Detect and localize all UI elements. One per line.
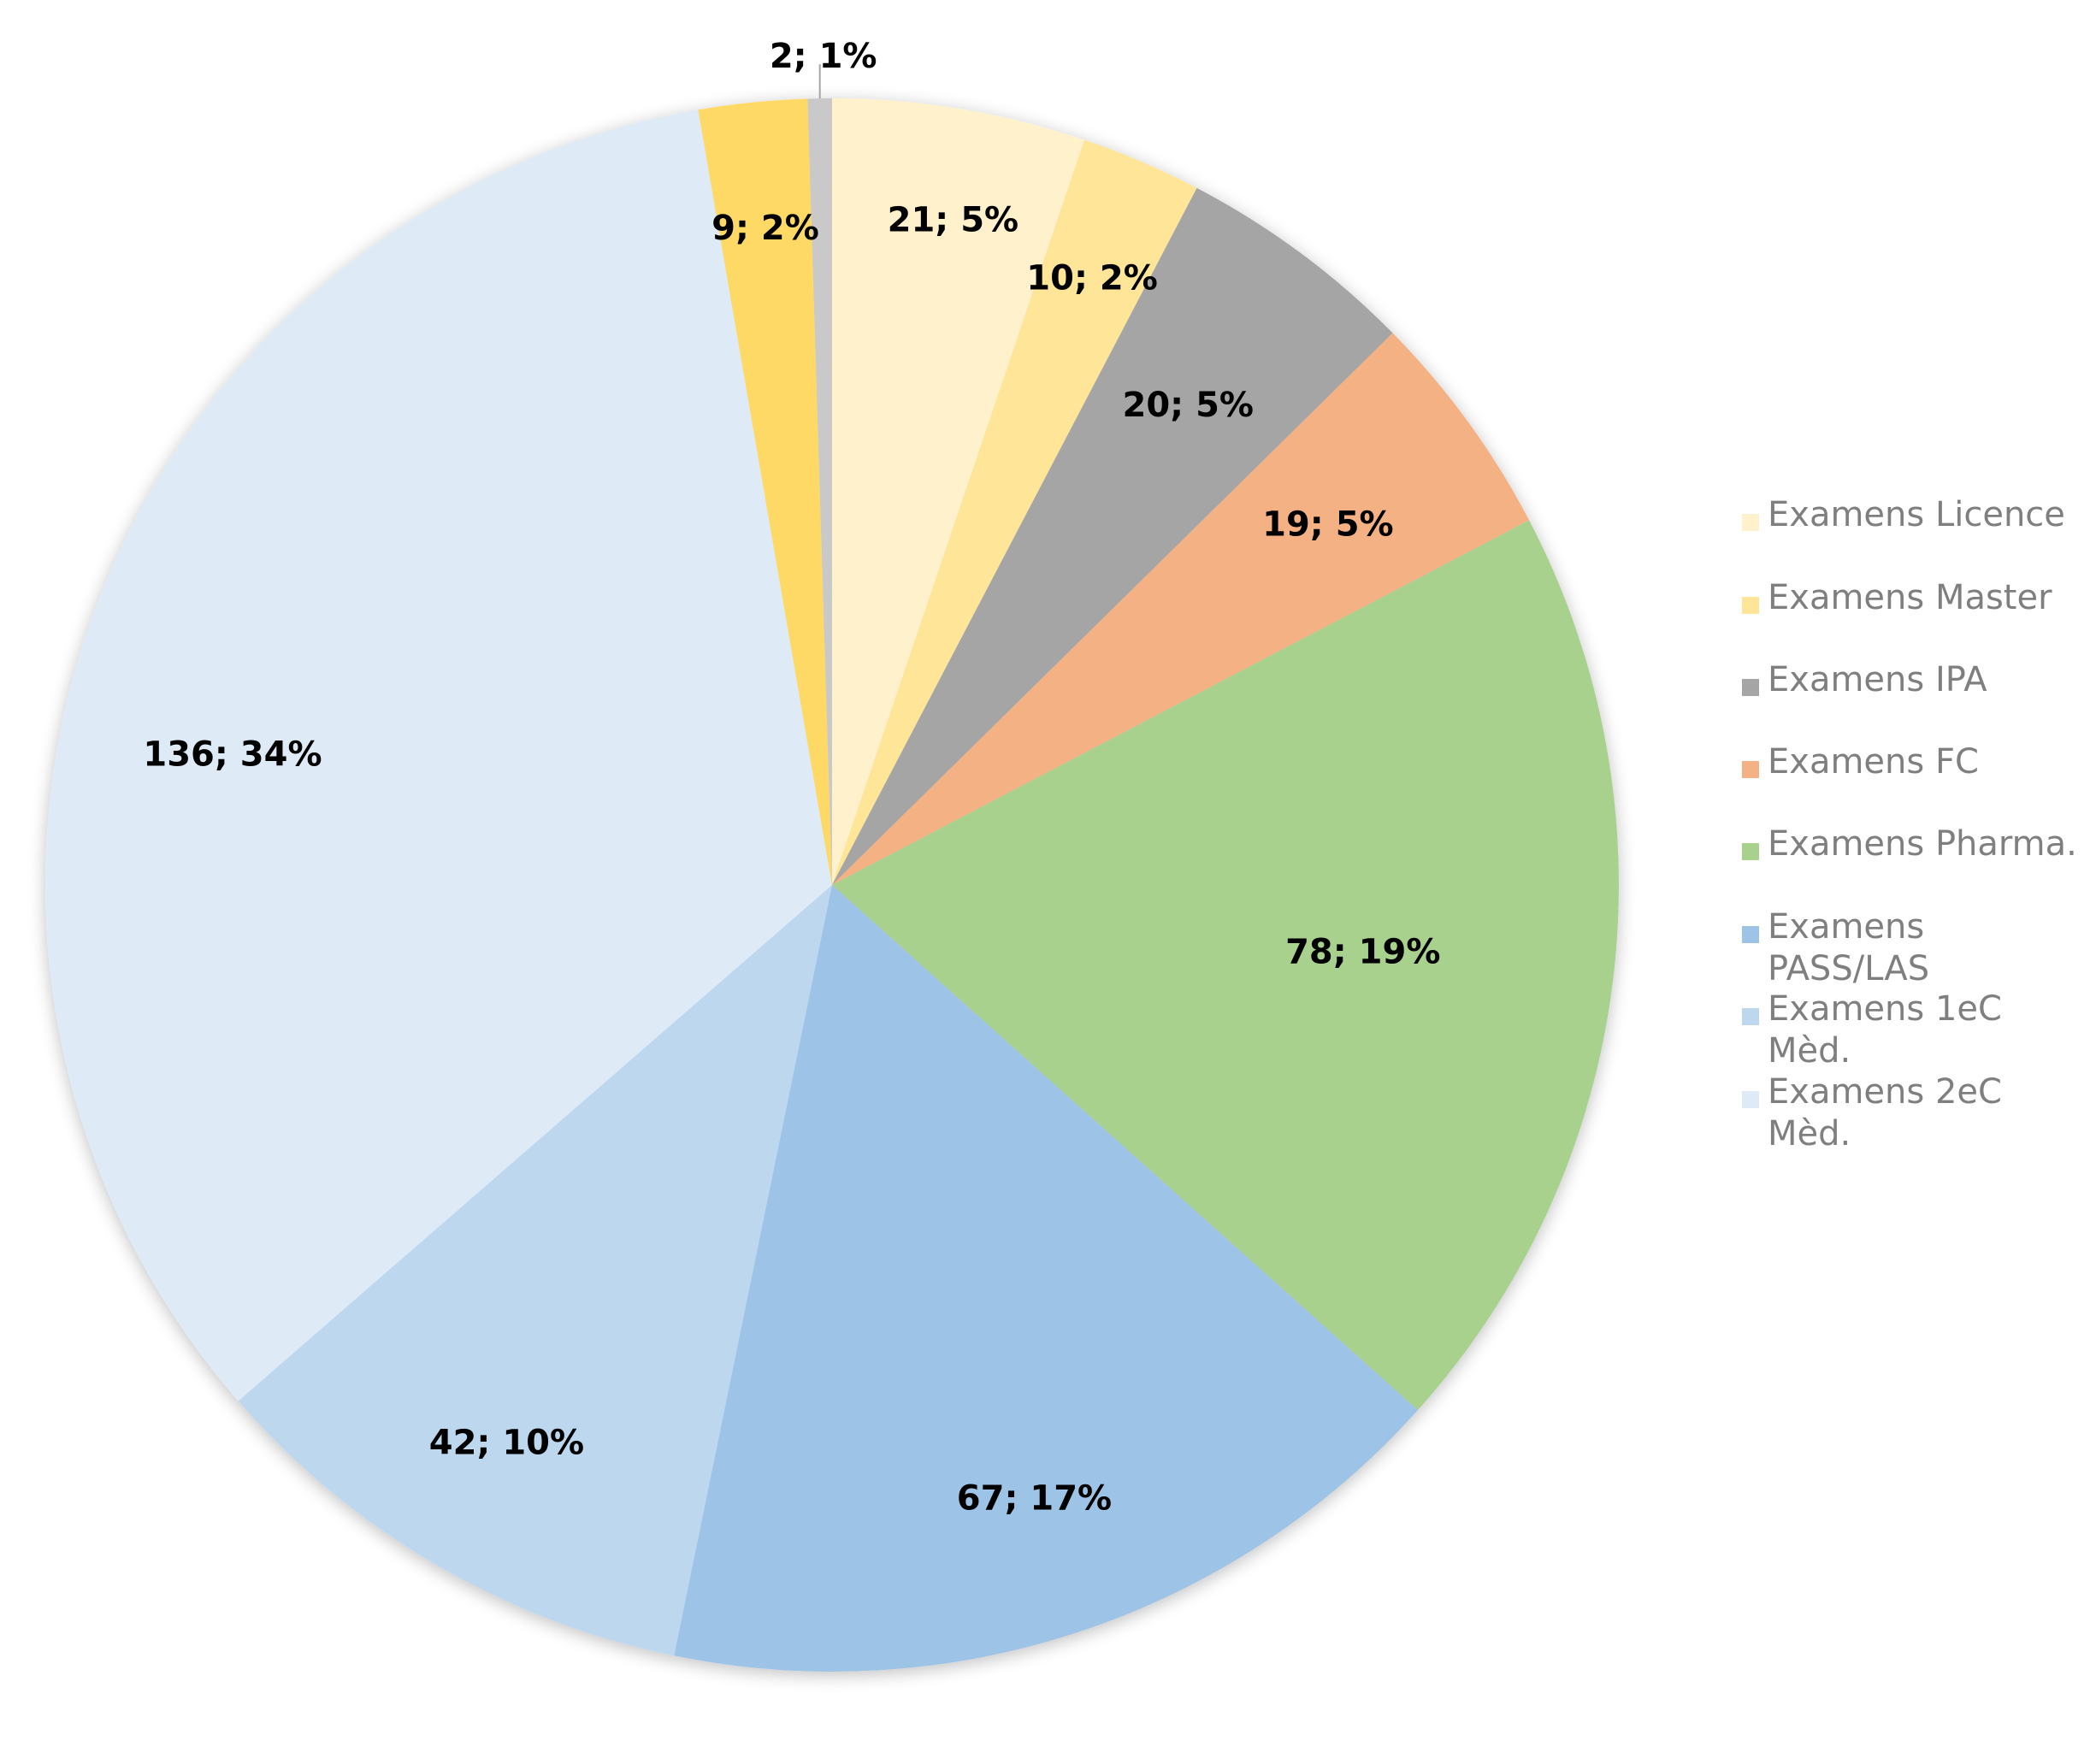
data-label-4: 78; 19% (1285, 933, 1440, 972)
legend-swatch-4 (1742, 843, 1759, 860)
pie-slice-2 (832, 187, 1393, 885)
data-label-6: 42; 10% (429, 1423, 584, 1462)
pie-slice-8 (698, 98, 832, 886)
data-label-1: 10; 2% (1026, 259, 1158, 298)
legend: Examens Licence Examens Master Examens IPA… (1742, 495, 2077, 1153)
data-label-7: 136; 34% (143, 735, 322, 775)
legend-label-5: Examens (1768, 907, 1924, 947)
pie-slice-9 (807, 98, 832, 885)
legend-swatch-0 (1742, 514, 1759, 531)
legend-label-2: Examens IPA (1768, 660, 1987, 699)
legend-swatch-1 (1742, 597, 1759, 614)
legend-label-7: Examens 2eC (1768, 1072, 2002, 1112)
pie-slice-1 (832, 139, 1197, 886)
legend-label-5-line-1: PASS/LAS (1768, 949, 1929, 988)
legend-swatch-7 (1742, 1091, 1759, 1108)
pie-slice-0 (832, 98, 1085, 885)
data-label-5: 67; 17% (957, 1478, 1112, 1518)
legend-label-0: Examens Licence (1768, 495, 2065, 534)
legend-swatch-2 (1742, 679, 1759, 696)
legend-swatch-3 (1742, 761, 1759, 778)
pie-slice-5 (674, 885, 1418, 1672)
pie-slice-3 (832, 333, 1530, 885)
legend-swatch-5 (1742, 926, 1759, 943)
pie-slice-6 (238, 885, 833, 1656)
legend-label-7-line-1: Mèd. (1768, 1114, 1851, 1153)
legend-label-1: Examens Master (1768, 578, 2052, 617)
data-label-8: 9; 2% (711, 209, 819, 248)
data-label-0: 21; 5% (888, 201, 1019, 240)
legend-swatch-6 (1742, 1008, 1759, 1025)
legend-label-6: Examens 1eC (1768, 989, 2002, 1029)
pie-slices (45, 98, 1619, 1672)
data-label-9: 2; 1% (770, 37, 877, 76)
data-labels: 21; 5%10; 2% 20; 5% 19; 5% 78; 19% 67; 17% 42… (143, 37, 1440, 1518)
legend-label-3: Examens FC (1768, 742, 1979, 782)
data-label-3: 19; 5% (1262, 504, 1394, 544)
data-label-2: 20; 5% (1122, 386, 1254, 425)
legend-label-6-line-1: Mèd. (1768, 1031, 1851, 1071)
pie-slice-4 (832, 520, 1619, 1411)
pie-slice-7 (45, 109, 832, 1401)
legend-label-4: Examens Pharma. (1768, 824, 2077, 864)
